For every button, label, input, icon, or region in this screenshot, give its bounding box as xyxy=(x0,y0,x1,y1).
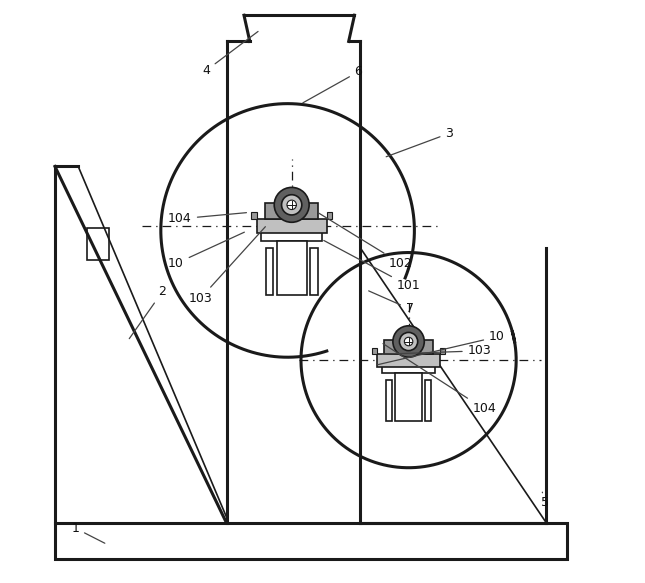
Text: 102: 102 xyxy=(319,213,413,270)
Circle shape xyxy=(287,200,297,209)
Text: 104: 104 xyxy=(383,343,496,416)
Bar xyxy=(440,348,445,354)
Bar xyxy=(257,219,326,233)
Bar xyxy=(87,227,109,259)
Text: 1: 1 xyxy=(72,522,105,543)
Text: 2: 2 xyxy=(129,285,166,339)
Bar xyxy=(261,232,322,241)
Bar xyxy=(266,248,273,295)
Circle shape xyxy=(393,326,424,357)
Bar xyxy=(277,241,307,295)
Text: 6: 6 xyxy=(303,65,362,103)
Bar xyxy=(386,380,392,420)
Circle shape xyxy=(399,332,418,350)
Text: 5: 5 xyxy=(541,492,549,508)
Bar xyxy=(55,523,567,559)
Circle shape xyxy=(274,187,309,222)
Text: 104: 104 xyxy=(168,212,246,225)
Text: 101: 101 xyxy=(324,240,421,292)
Text: 7: 7 xyxy=(369,291,413,315)
Bar xyxy=(326,212,332,219)
Circle shape xyxy=(404,338,413,346)
Text: 3: 3 xyxy=(386,127,453,157)
Bar xyxy=(382,366,435,373)
Text: 10: 10 xyxy=(377,331,505,365)
Bar xyxy=(395,373,422,420)
Bar xyxy=(265,203,319,219)
Text: 10: 10 xyxy=(168,232,244,270)
Bar xyxy=(384,340,433,354)
Bar xyxy=(372,348,377,354)
Bar xyxy=(377,354,440,367)
Bar xyxy=(310,248,318,295)
Bar xyxy=(251,212,257,219)
Bar xyxy=(425,380,432,420)
Text: 103: 103 xyxy=(188,227,265,305)
Text: 103: 103 xyxy=(382,345,491,357)
Text: 4: 4 xyxy=(203,31,258,77)
Circle shape xyxy=(282,195,302,215)
